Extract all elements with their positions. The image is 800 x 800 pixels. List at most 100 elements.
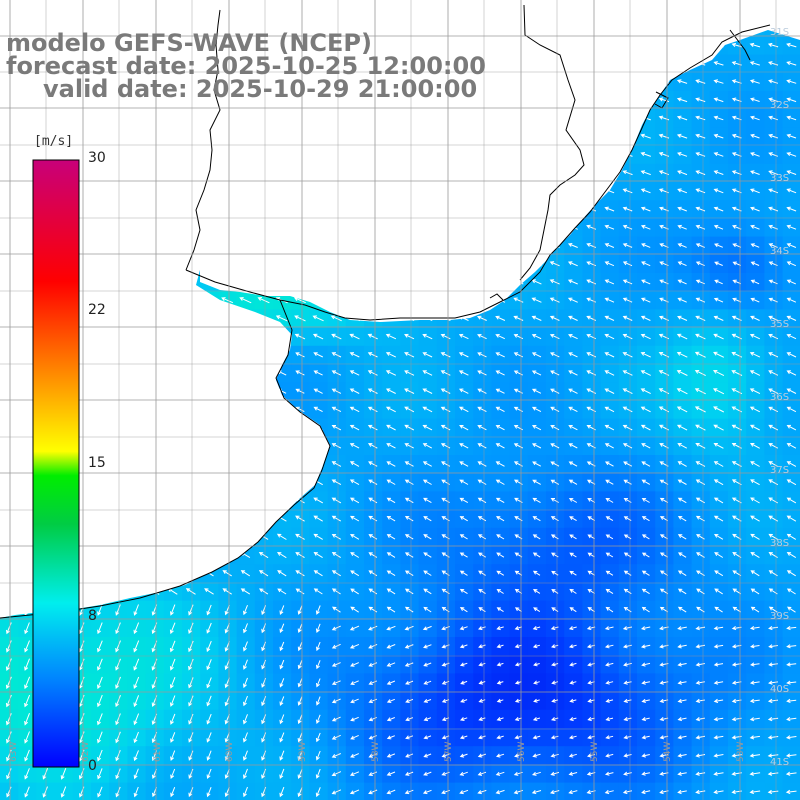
wind-arrow xyxy=(641,243,651,248)
wind-arrow xyxy=(569,570,577,576)
wind-arrow xyxy=(713,479,724,486)
wind-arrow xyxy=(640,188,651,194)
wind-arrow xyxy=(349,388,360,394)
wind-arrow xyxy=(677,717,687,722)
wind-arrow xyxy=(206,750,212,761)
wind-arrow xyxy=(786,479,797,486)
wind-arrow xyxy=(349,424,360,431)
wind-arrow xyxy=(349,533,360,540)
wind-arrow xyxy=(368,771,378,776)
wind-arrow xyxy=(405,698,414,703)
wind-arrow xyxy=(604,315,615,321)
wind-arrow xyxy=(568,626,577,631)
wind-arrow xyxy=(768,206,779,212)
longitude-label: 57W xyxy=(444,742,454,762)
wind-arrow xyxy=(713,644,724,649)
wind-arrow xyxy=(640,206,651,212)
wind-arrow xyxy=(786,424,797,431)
wind-arrow xyxy=(695,789,706,795)
wind-arrow xyxy=(786,698,797,703)
wind-arrow xyxy=(568,352,578,358)
wind-arrow xyxy=(714,552,724,558)
wind-arrow xyxy=(458,370,469,376)
wind-arrow xyxy=(404,352,415,358)
wind-arrow xyxy=(513,315,524,321)
wind-arrow xyxy=(222,588,232,595)
wind-arrow xyxy=(206,640,212,653)
wind-arrow xyxy=(531,370,542,376)
wind-arrow xyxy=(569,552,577,558)
wind-arrow xyxy=(640,133,651,139)
latitude-label: 33S xyxy=(770,173,789,184)
wind-arrow xyxy=(622,406,633,413)
wind-arrow xyxy=(386,479,396,485)
wind-arrow xyxy=(405,680,414,685)
wind-arrow xyxy=(496,716,504,721)
wind-arrow xyxy=(695,424,706,431)
wind-arrow xyxy=(641,606,650,613)
wind-arrow xyxy=(386,644,396,649)
wind-arrow xyxy=(568,315,578,321)
wind-arrow xyxy=(750,115,760,121)
wind-arrow xyxy=(767,771,779,776)
wind-arrow xyxy=(641,534,650,540)
wind-arrow xyxy=(550,388,560,394)
wind-arrow xyxy=(677,224,687,230)
wind-arrow xyxy=(532,626,541,631)
wind-arrow xyxy=(97,694,103,708)
wind-arrow xyxy=(677,152,688,157)
wind-arrow xyxy=(349,771,360,776)
wind-arrow xyxy=(622,626,633,631)
wind-arrow xyxy=(713,170,724,175)
wind-arrow xyxy=(313,388,323,394)
wind-arrow xyxy=(385,333,397,340)
wind-arrow xyxy=(677,735,687,740)
wind-arrow xyxy=(641,588,650,595)
wind-arrow xyxy=(206,659,212,671)
wind-arrow xyxy=(170,787,176,798)
wind-arrow xyxy=(5,676,12,690)
wind-arrow xyxy=(294,315,306,322)
forecast-date: forecast date: 2025-10-25 12:00:00 xyxy=(6,52,486,80)
wind-arrow xyxy=(349,352,360,358)
wind-arrow xyxy=(569,680,577,685)
wind-arrow xyxy=(478,626,486,631)
wind-arrow xyxy=(404,497,414,504)
wind-arrow xyxy=(295,388,305,394)
wind-arrow xyxy=(658,133,670,139)
wind-arrow xyxy=(605,698,614,703)
wind-arrow xyxy=(786,443,797,449)
wind-arrow xyxy=(97,786,103,798)
wind-arrow xyxy=(477,461,487,467)
wind-arrow xyxy=(750,315,760,321)
wind-arrow xyxy=(713,406,725,413)
wind-arrow xyxy=(331,662,341,667)
wind-arrow xyxy=(604,771,614,776)
wind-arrow xyxy=(385,370,397,376)
wind-arrow xyxy=(279,641,285,652)
wind-arrow xyxy=(713,61,724,66)
wind-arrow xyxy=(695,97,706,103)
wind-arrow xyxy=(550,370,560,376)
wind-arrow xyxy=(496,607,504,613)
wind-arrow xyxy=(786,515,797,522)
wind-arrow xyxy=(423,735,432,740)
wind-arrow xyxy=(405,735,414,740)
wind-arrow xyxy=(42,786,48,798)
wind-arrow xyxy=(404,479,414,485)
wind-arrow xyxy=(279,678,285,688)
wind-arrow xyxy=(459,662,468,667)
wind-arrow xyxy=(713,515,724,522)
wind-arrow xyxy=(404,388,415,394)
wind-arrow xyxy=(568,644,577,649)
wind-arrow xyxy=(495,461,505,467)
wind-arrow xyxy=(368,606,378,613)
wind-arrow xyxy=(349,789,360,795)
wind-arrow xyxy=(97,676,103,690)
wind-arrow xyxy=(750,644,760,649)
wind-arrow xyxy=(495,479,505,485)
wind-arrow xyxy=(695,206,706,212)
wind-arrow xyxy=(5,713,12,726)
wind-arrow xyxy=(423,662,432,667)
wind-arrow xyxy=(640,224,651,230)
